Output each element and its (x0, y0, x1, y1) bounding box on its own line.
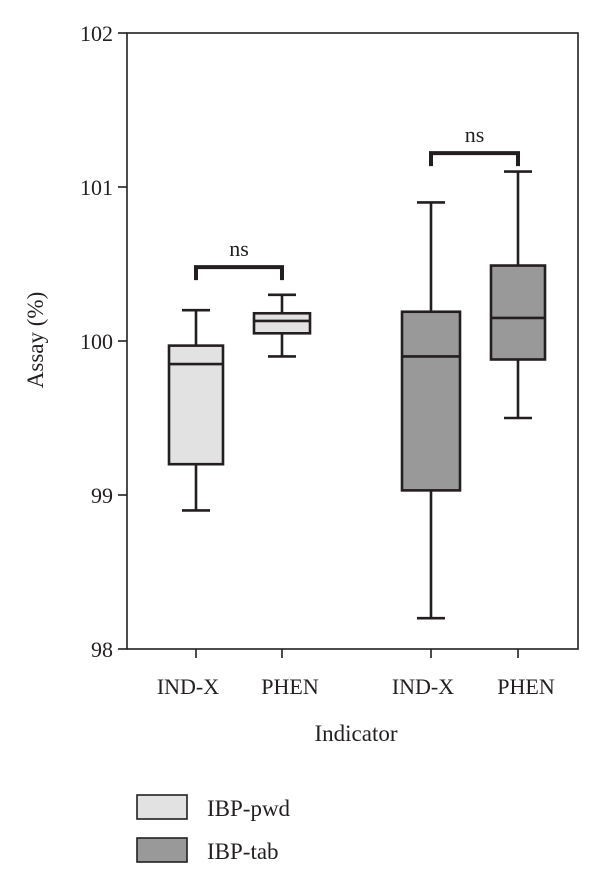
legend: IBP-pwd IBP-tab (136, 794, 291, 864)
x-axis: IND-X PHEN IND-X PHEN (157, 649, 555, 699)
box-iqr (252, 311, 312, 335)
bracket-line (429, 151, 520, 167)
box-iqr (489, 264, 547, 361)
legend-entry-IBP-tab: IBP-tab (136, 837, 279, 864)
x-tick-label: PHEN (261, 674, 319, 699)
x-tick-label: PHEN (497, 674, 555, 699)
legend-label: IBP-tab (207, 839, 279, 864)
significance-annotations: ns ns (194, 122, 520, 281)
x-axis-title: Indicator (314, 721, 397, 746)
x-tick-label: IND-X (157, 674, 219, 699)
legend-swatch (136, 794, 188, 820)
significance-label: ns (229, 236, 249, 261)
significance-bracket: ns (429, 122, 520, 167)
y-axis: 98 99 100 101 102 (80, 21, 127, 662)
y-tick-label: 99 (91, 483, 113, 508)
legend-swatch (136, 837, 188, 863)
legend-entry-IBP-pwd: IBP-pwd (136, 794, 291, 821)
y-tick-label: 101 (80, 175, 113, 200)
y-tick-label: 100 (80, 329, 113, 354)
y-axis-title: Assay (%) (23, 292, 48, 388)
significance-label: ns (465, 122, 485, 147)
y-tick-label: 98 (91, 637, 113, 662)
box-IBP-tab-IND-X (400, 201, 462, 620)
bracket-line (194, 265, 284, 281)
box-IBP-pwd-IND-X (167, 308, 225, 512)
legend-label: IBP-pwd (207, 796, 291, 821)
box-IBP-tab-PHEN (489, 170, 547, 420)
significance-bracket: ns (194, 236, 284, 281)
boxes (167, 170, 547, 620)
x-tick-label: IND-X (392, 674, 454, 699)
box-IBP-pwd-PHEN (252, 293, 312, 358)
box-iqr (400, 310, 462, 492)
y-tick-label: 102 (80, 21, 113, 46)
